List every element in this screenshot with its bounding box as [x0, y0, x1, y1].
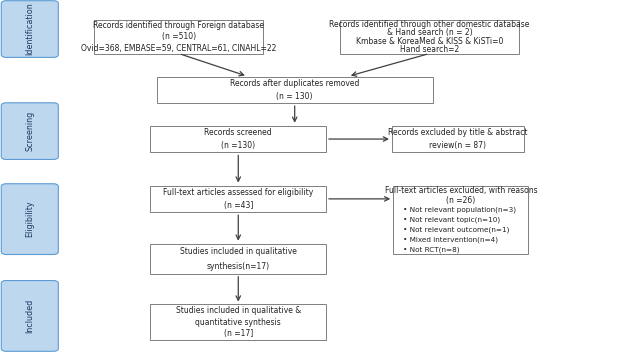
FancyBboxPatch shape	[150, 244, 326, 274]
Text: (n =26): (n =26)	[446, 196, 475, 205]
FancyBboxPatch shape	[394, 186, 528, 254]
Text: • Not RCT(n=8): • Not RCT(n=8)	[403, 246, 460, 253]
Text: Full-text articles excluded, with reasons: Full-text articles excluded, with reason…	[384, 186, 537, 195]
Text: Hand search=2: Hand search=2	[400, 45, 459, 54]
Text: Identification: Identification	[25, 3, 34, 55]
FancyBboxPatch shape	[150, 304, 326, 340]
Text: Studies included in qualitative: Studies included in qualitative	[180, 247, 297, 256]
Text: Records screened: Records screened	[204, 128, 272, 137]
FancyBboxPatch shape	[1, 281, 58, 351]
Text: Records identified through Foreign database: Records identified through Foreign datab…	[93, 21, 264, 30]
FancyBboxPatch shape	[340, 20, 519, 54]
Text: synthesis(n=17): synthesis(n=17)	[207, 262, 270, 271]
Text: (n =130): (n =130)	[221, 141, 255, 150]
Text: & Hand search (n = 2): & Hand search (n = 2)	[387, 28, 472, 37]
Text: Eligibility: Eligibility	[25, 201, 34, 238]
Text: Records identified through other domestic database: Records identified through other domesti…	[329, 20, 530, 29]
Text: Records after duplicates removed: Records after duplicates removed	[230, 78, 359, 88]
Text: Included: Included	[25, 299, 34, 333]
Text: Records excluded by title & abstract: Records excluded by title & abstract	[388, 128, 527, 137]
Text: Full-text articles assessed for eligibility: Full-text articles assessed for eligibil…	[163, 188, 314, 197]
FancyBboxPatch shape	[1, 184, 58, 254]
Text: Studies included in qualitative &: Studies included in qualitative &	[176, 306, 301, 315]
Text: review(n = 87): review(n = 87)	[429, 141, 486, 150]
FancyBboxPatch shape	[150, 186, 326, 212]
FancyBboxPatch shape	[150, 126, 326, 152]
FancyBboxPatch shape	[392, 126, 524, 152]
Text: • Not relevant population(n=3): • Not relevant population(n=3)	[403, 207, 516, 213]
Text: Kmbase & KoreaMed & KISS & KiSTi=0: Kmbase & KoreaMed & KISS & KiSTi=0	[356, 37, 503, 46]
Text: • Not relevant outcome(n=1): • Not relevant outcome(n=1)	[403, 227, 509, 233]
FancyBboxPatch shape	[94, 20, 263, 54]
FancyBboxPatch shape	[1, 103, 58, 159]
FancyBboxPatch shape	[1, 1, 58, 57]
Text: (n =510): (n =510)	[162, 32, 196, 42]
Text: (n =43]: (n =43]	[224, 201, 253, 210]
Text: • Mixed intervention(n=4): • Mixed intervention(n=4)	[403, 236, 498, 243]
Text: Ovid=368, EMBASE=59, CENTRAL=61, CINAHL=22: Ovid=368, EMBASE=59, CENTRAL=61, CINAHL=…	[81, 44, 277, 52]
Text: Screening: Screening	[25, 111, 34, 151]
Text: (n = 130): (n = 130)	[277, 92, 313, 101]
Text: quantitative synthesis: quantitative synthesis	[196, 318, 281, 327]
FancyBboxPatch shape	[157, 77, 433, 103]
Text: (n =17]: (n =17]	[224, 329, 253, 338]
Text: • Not relevant topic(n=10): • Not relevant topic(n=10)	[403, 217, 500, 223]
